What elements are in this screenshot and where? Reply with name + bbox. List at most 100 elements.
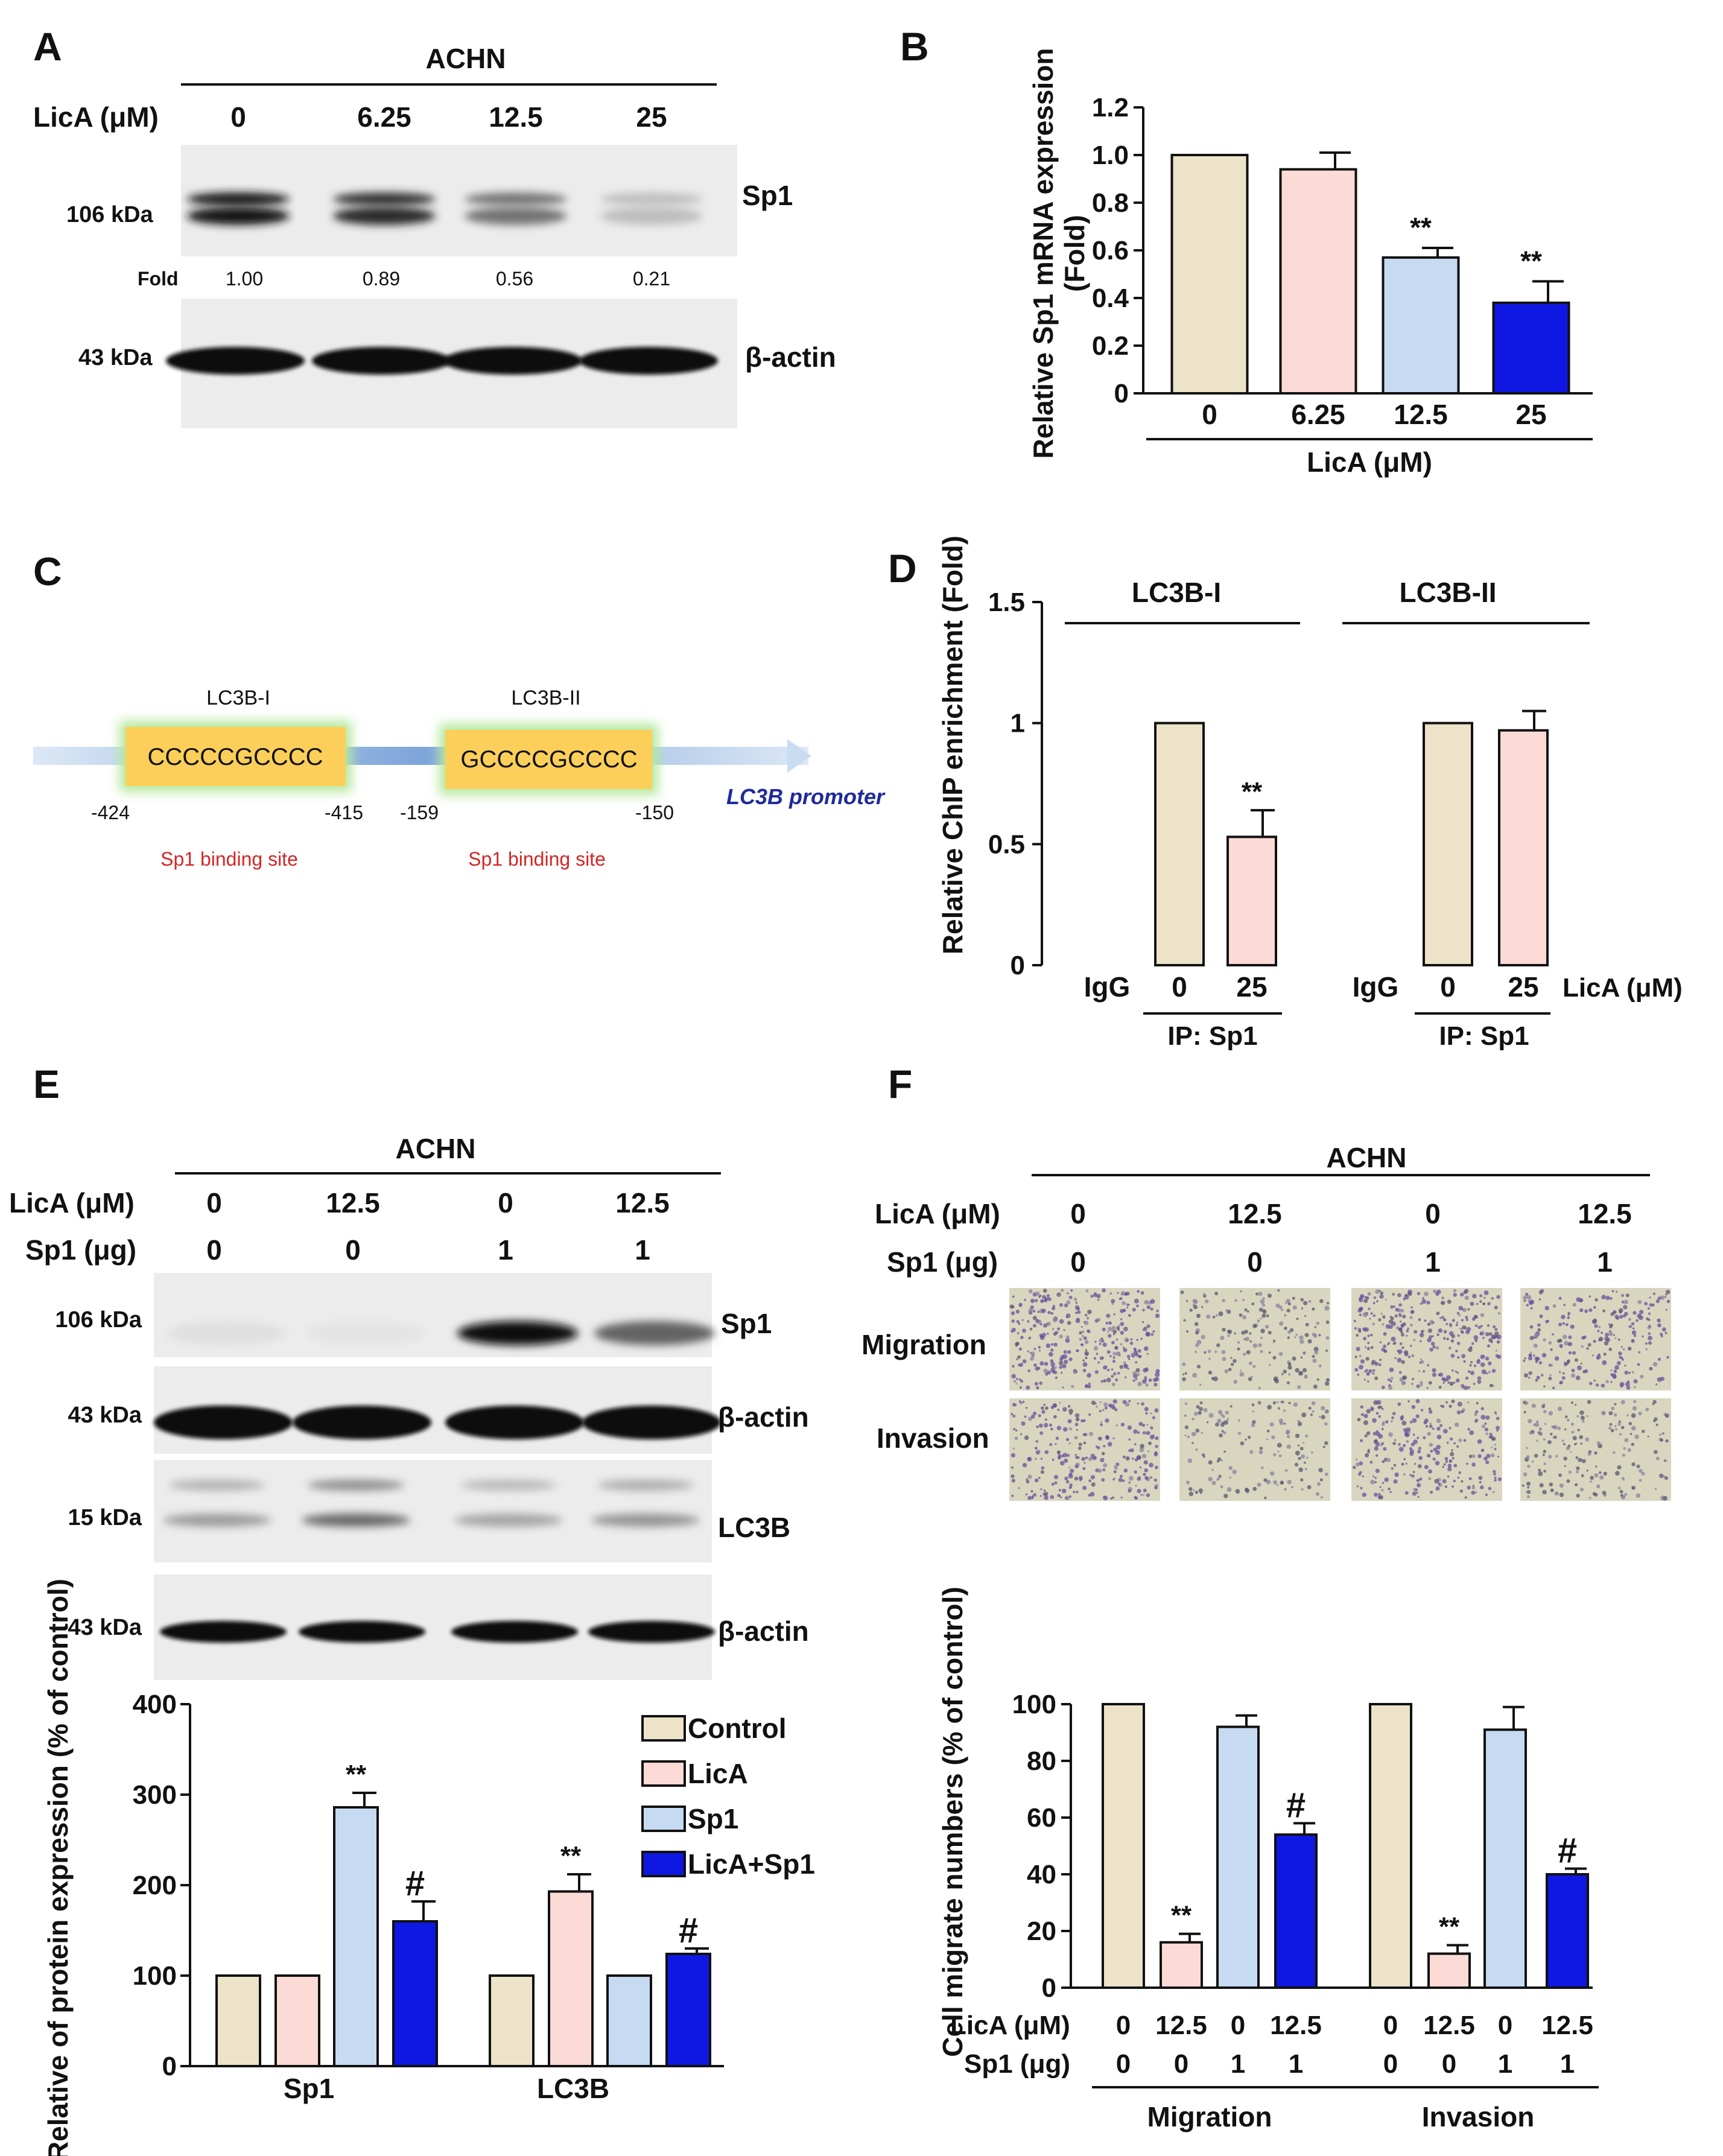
cell-dot <box>1249 1332 1252 1335</box>
cell-dot <box>1039 1295 1042 1297</box>
cell-dot <box>1319 1416 1321 1418</box>
treatment-value: 0 <box>1070 1246 1086 1278</box>
cell-dot <box>1455 1324 1458 1327</box>
cell-dot <box>1144 1407 1149 1412</box>
cell-dot <box>1567 1419 1570 1421</box>
cell-dot <box>1099 1401 1102 1403</box>
cell-dot <box>1075 1318 1080 1324</box>
cell-dot <box>1480 1485 1484 1489</box>
cell-dot <box>1570 1451 1572 1453</box>
cell-dot <box>1103 1445 1106 1448</box>
cell-dot <box>1140 1291 1144 1295</box>
cell-dot <box>1137 1489 1141 1494</box>
cell-dot <box>1638 1351 1641 1354</box>
cell-dot <box>1441 1302 1444 1305</box>
treatment-value: 0 <box>1247 1246 1263 1278</box>
cell-dot <box>1444 1485 1448 1488</box>
cell-dot <box>1629 1433 1633 1435</box>
cell-dot <box>1245 1488 1249 1492</box>
blot-band <box>169 1480 265 1491</box>
blot-band <box>445 1406 584 1439</box>
cell-dot <box>1286 1430 1290 1435</box>
cell-dot <box>1244 1308 1248 1311</box>
cell-dot <box>1563 1443 1566 1445</box>
cell-dot <box>1536 1375 1540 1380</box>
cell-dot <box>1605 1333 1609 1337</box>
cell-dot <box>1049 1423 1053 1427</box>
promoter-arrowhead-icon <box>787 739 811 773</box>
tick-label: 0 <box>1114 379 1129 408</box>
cell-dot <box>1449 1346 1452 1349</box>
cell-dot <box>1452 1457 1455 1460</box>
cell-dot <box>1143 1488 1147 1492</box>
cell-dot <box>1654 1488 1657 1490</box>
cell-dot <box>1647 1307 1650 1310</box>
cell-dot <box>1215 1422 1219 1427</box>
cell-dot <box>1483 1456 1488 1461</box>
cell-dot <box>1379 1486 1382 1488</box>
cell-dot <box>1185 1300 1188 1302</box>
bar <box>489 1974 535 2067</box>
cell-dot <box>1620 1346 1623 1348</box>
cell-dot <box>1269 1471 1275 1476</box>
cell-dot <box>1312 1410 1315 1413</box>
cell-dot <box>1059 1401 1061 1404</box>
significance-label: ** <box>1520 245 1542 276</box>
cell-dot <box>1468 1347 1473 1352</box>
cell-dot <box>1193 1305 1198 1310</box>
cell-dot <box>1272 1355 1277 1360</box>
cell-dot <box>1536 1439 1538 1442</box>
cell-dot <box>1052 1328 1055 1331</box>
cell-dot <box>1132 1379 1135 1382</box>
cell-dot <box>1648 1332 1651 1335</box>
cell-dot <box>1484 1427 1489 1432</box>
cell-dot <box>1027 1320 1030 1323</box>
cell-dot <box>1053 1342 1058 1347</box>
cell-dot <box>1403 1458 1406 1460</box>
cell-dot <box>1631 1339 1635 1343</box>
cell-dot <box>1375 1454 1379 1457</box>
cell-dot <box>1453 1293 1457 1297</box>
cell-dot <box>1076 1349 1079 1352</box>
cell-dot <box>1325 1378 1330 1382</box>
cell-dot <box>1657 1357 1661 1361</box>
cell-dot <box>1372 1372 1375 1375</box>
legend-swatch <box>641 1851 686 1877</box>
cell-dot <box>1369 1460 1373 1464</box>
cell-dot <box>1523 1373 1529 1378</box>
cell-dot <box>1131 1457 1134 1460</box>
panel-letter-c: C <box>33 549 62 594</box>
cell-dot <box>1494 1444 1496 1446</box>
cell-dot <box>1624 1311 1628 1316</box>
cell-dot <box>1107 1369 1110 1372</box>
cell-dot <box>1031 1496 1034 1500</box>
cell-dot <box>1522 1484 1525 1487</box>
cell-dot <box>1543 1450 1547 1453</box>
cell-dot <box>1632 1327 1635 1330</box>
significance-label: ** <box>346 1760 367 1789</box>
cell-dot <box>1064 1359 1068 1365</box>
cell-dot <box>1130 1338 1133 1341</box>
cell-dot <box>1146 1324 1150 1328</box>
cell-dot <box>1223 1431 1226 1435</box>
cell-dot <box>1299 1335 1304 1340</box>
cell-dot <box>1493 1325 1496 1328</box>
cell-dot <box>1214 1350 1217 1353</box>
cell-dot <box>1385 1298 1388 1301</box>
cell-dot <box>1144 1376 1147 1380</box>
cell-dot <box>1102 1288 1106 1293</box>
cell-dot <box>1636 1464 1640 1468</box>
cell-dot <box>1550 1348 1553 1351</box>
cell-dot <box>1435 1450 1440 1455</box>
cell-dot <box>1401 1380 1406 1386</box>
cell-dot <box>1046 1322 1051 1327</box>
cell-dot <box>1636 1493 1641 1498</box>
cell-dot <box>1623 1299 1628 1304</box>
cell-dot <box>1537 1328 1541 1332</box>
bar <box>548 1890 594 2067</box>
cell-dot <box>1150 1426 1153 1430</box>
cell-dot <box>1462 1325 1467 1330</box>
cell-dot <box>1359 1365 1363 1370</box>
cell-dot <box>1286 1381 1290 1384</box>
cell-dot <box>1364 1370 1367 1373</box>
